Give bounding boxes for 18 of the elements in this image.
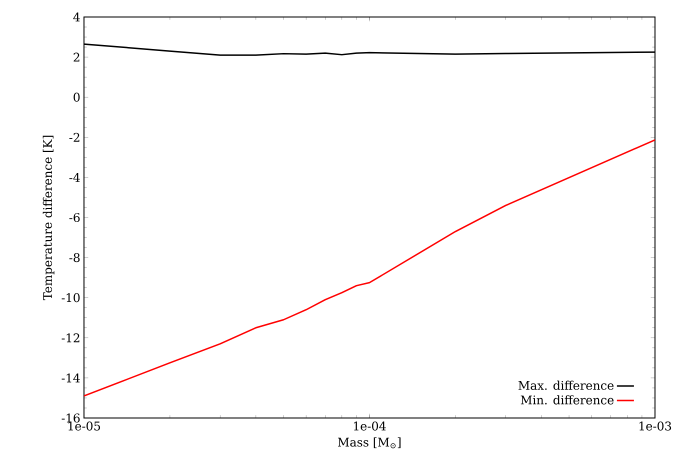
y-tick-label: 2 bbox=[74, 52, 80, 62]
y-tick-label: 4 bbox=[73, 12, 80, 22]
legend-label: Min. difference bbox=[520, 395, 614, 404]
y-tick-label: 0 bbox=[74, 92, 80, 102]
y-tick-label: -2 bbox=[69, 132, 80, 142]
y-axis-title: Temperature difference [K] bbox=[42, 136, 54, 300]
y-tick-label: -12 bbox=[62, 333, 80, 342]
y-tick-label: -4 bbox=[69, 172, 80, 182]
y-tick-label: -6 bbox=[69, 212, 80, 222]
y-tick-label: -8 bbox=[69, 253, 80, 262]
x-tick-label: 1e-03 bbox=[639, 422, 672, 431]
legend-label: Max. difference bbox=[518, 380, 614, 390]
x-tick-label: 1e-05 bbox=[68, 422, 100, 431]
y-tick-label: -10 bbox=[62, 293, 80, 302]
x-tick-label: 1e-04 bbox=[354, 422, 386, 431]
x-axis-title: Mass [M$_{⊙}$] bbox=[338, 437, 401, 448]
y-tick-label: -16 bbox=[62, 413, 80, 423]
y-tick-label: -14 bbox=[62, 373, 80, 382]
